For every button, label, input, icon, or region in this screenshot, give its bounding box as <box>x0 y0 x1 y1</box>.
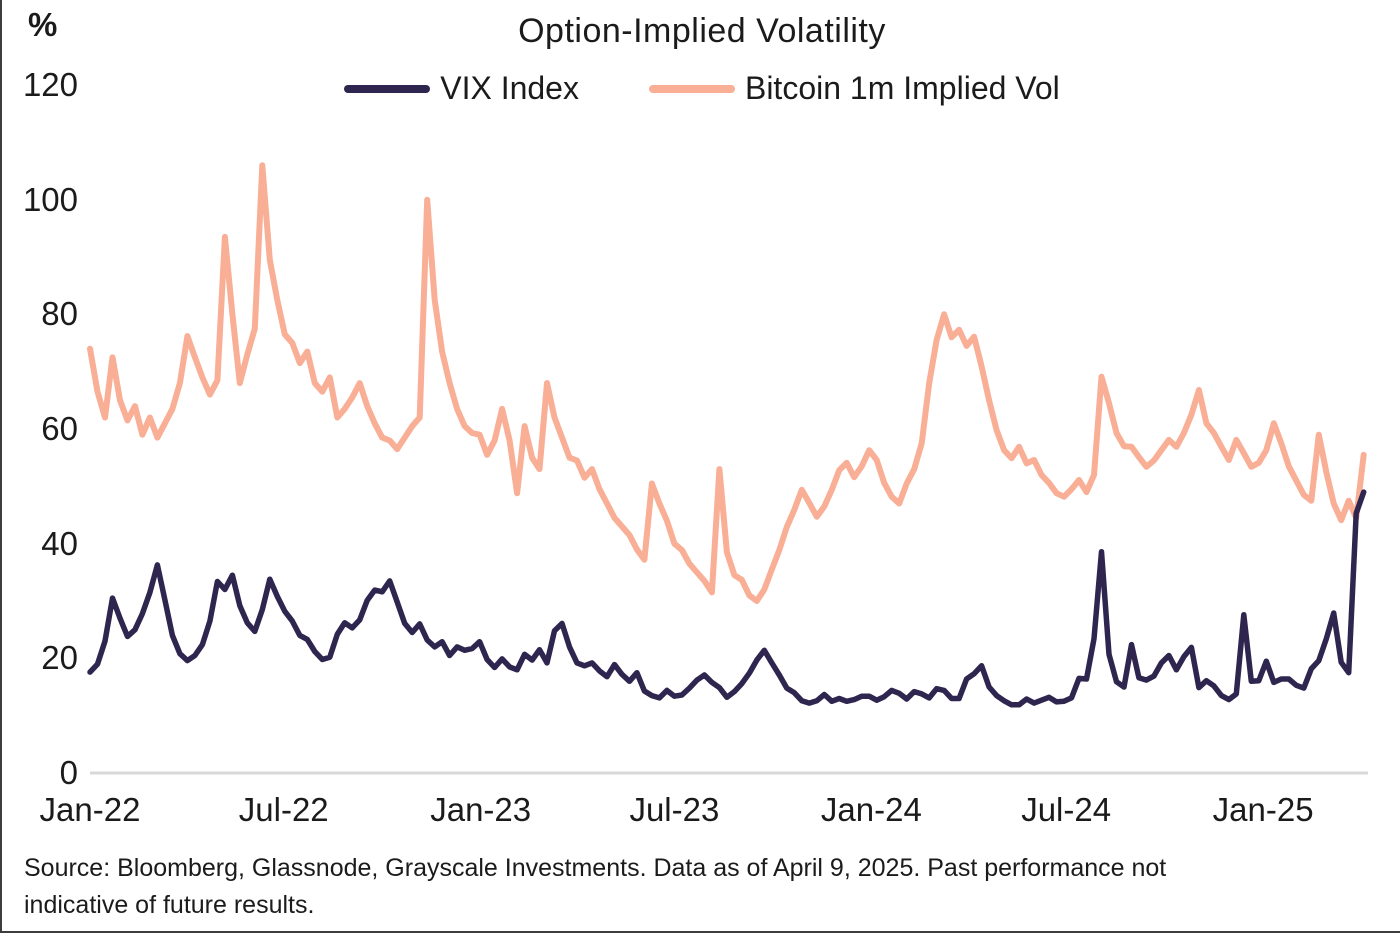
x-tick-label: Jul-24 <box>1021 791 1112 828</box>
chart-legend: VIX Index Bitcoin 1m Implied Vol <box>2 70 1400 107</box>
legend-label-vix: VIX Index <box>440 70 579 106</box>
vix-line-swatch <box>344 84 431 93</box>
vix-line <box>87 489 1367 708</box>
legend-item-bitcoin: Bitcoin 1m Implied Vol <box>648 70 1060 107</box>
x-tick-label: Jan-23 <box>430 791 532 828</box>
bitcoin-line-swatch <box>648 84 735 93</box>
y-tick-label: 80 <box>41 295 78 333</box>
y-tick-label: 0 <box>59 754 78 791</box>
x-tick-label: Jan-22 <box>39 791 141 828</box>
y-tick-label: 100 <box>22 180 78 218</box>
legend-label-bitcoin: Bitcoin 1m Implied Vol <box>744 70 1060 106</box>
chart-title: Option-Implied Volatility <box>518 12 886 50</box>
x-tick-label: Jan-24 <box>820 791 922 828</box>
y-tick-label: 40 <box>41 524 78 562</box>
source-note: Source: Bloomberg, Glassnode, Grayscale … <box>24 854 1167 919</box>
x-tick-label: Jul-23 <box>629 791 720 828</box>
legend-item-vix: VIX Index <box>344 70 579 107</box>
y-tick-label: 20 <box>41 639 78 677</box>
x-tick-label: Jan-25 <box>1212 791 1314 828</box>
y-tick-label: 60 <box>41 410 78 447</box>
y-axis-unit-label: % <box>28 6 58 43</box>
x-tick-label: Jul-22 <box>238 791 329 828</box>
bitcoin-implied-vol-line <box>87 162 1367 604</box>
y-tick-label: 120 <box>22 66 78 103</box>
